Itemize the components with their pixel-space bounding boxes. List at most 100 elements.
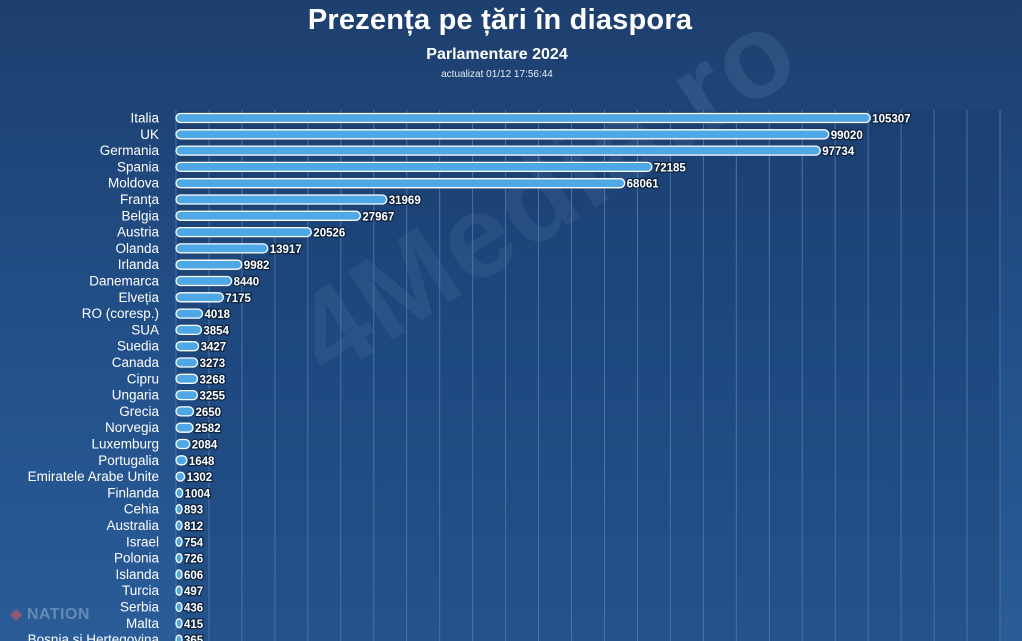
value-label: 2582 xyxy=(195,423,221,435)
value-label: 7175 xyxy=(225,293,251,305)
category-label: Australia xyxy=(106,518,159,533)
bar xyxy=(175,618,183,629)
category-label: Spania xyxy=(117,159,160,174)
bar xyxy=(175,210,362,221)
value-label: 105307 xyxy=(872,114,910,126)
chart-title: Prezența pe țări în diaspora xyxy=(307,4,693,36)
value-label: 72185 xyxy=(654,162,687,174)
value-label: 3854 xyxy=(203,325,229,337)
bar xyxy=(175,161,653,173)
category-label: Franța xyxy=(120,192,160,207)
bar xyxy=(175,292,224,303)
bar xyxy=(175,226,312,238)
value-label: 97734 xyxy=(822,146,855,158)
value-label: 1004 xyxy=(185,488,211,500)
logo-text: NATION xyxy=(26,606,90,623)
category-label: Luxemburg xyxy=(91,437,159,452)
category-label: Grecia xyxy=(119,404,159,419)
chart-subtitle: Parlamentare 2024 xyxy=(426,46,568,63)
value-label: 3255 xyxy=(199,391,225,403)
category-label: RO (coresp.) xyxy=(82,306,159,321)
category-label: Emiratele Arabe Unite xyxy=(28,469,159,484)
bar xyxy=(175,178,626,189)
category-label: Italia xyxy=(130,111,159,126)
category-label: Belgia xyxy=(121,208,159,223)
value-label: 893 xyxy=(184,505,203,517)
value-label: 812 xyxy=(184,521,203,533)
category-label: SUA xyxy=(131,322,159,337)
bar xyxy=(175,145,821,156)
bar xyxy=(175,634,183,641)
category-label: Malta xyxy=(126,616,160,631)
category-label: UK xyxy=(140,127,159,142)
value-label: 31969 xyxy=(389,195,421,207)
category-label: Portugalia xyxy=(98,453,159,468)
category-label: Cipru xyxy=(127,371,159,386)
value-label: 2650 xyxy=(195,407,221,419)
value-label: 3268 xyxy=(200,374,226,386)
category-label: Finlanda xyxy=(107,485,159,500)
value-label: 8440 xyxy=(234,277,260,289)
value-label: 726 xyxy=(184,554,203,566)
category-label: Austria xyxy=(117,225,160,240)
bar xyxy=(175,243,269,254)
category-label: Germania xyxy=(100,143,160,158)
value-label: 365 xyxy=(184,635,204,641)
category-label: Moldova xyxy=(108,176,160,191)
value-label: 2084 xyxy=(192,440,218,452)
bar xyxy=(175,259,243,270)
category-label: Irlanda xyxy=(118,257,160,272)
value-label: 754 xyxy=(184,537,204,549)
category-label: Canada xyxy=(112,355,160,370)
value-label: 4018 xyxy=(204,309,230,321)
bar xyxy=(175,471,186,482)
value-label: 1648 xyxy=(189,456,215,468)
value-label: 20526 xyxy=(313,228,345,240)
value-label: 497 xyxy=(184,586,203,598)
logo-icon: ◆ xyxy=(10,606,23,623)
value-label: 606 xyxy=(184,570,203,582)
value-label: 68061 xyxy=(627,179,660,191)
bar xyxy=(175,520,183,531)
bar xyxy=(175,406,195,417)
category-label: Israel xyxy=(126,534,159,549)
category-label: Islanda xyxy=(115,567,159,582)
value-label: 9982 xyxy=(244,260,270,272)
category-label: Turcia xyxy=(122,583,159,598)
bar xyxy=(175,308,204,319)
bar xyxy=(175,112,871,124)
value-label: 1302 xyxy=(187,472,213,484)
bar xyxy=(175,129,830,140)
category-label: Serbia xyxy=(120,600,160,615)
bar xyxy=(175,389,199,401)
category-label: Bosnia și Herțegovina xyxy=(28,632,160,641)
value-label: 99020 xyxy=(831,130,863,142)
value-label: 3427 xyxy=(201,342,227,354)
bar xyxy=(175,422,194,433)
bar xyxy=(175,438,191,450)
bar xyxy=(175,357,199,368)
bar xyxy=(175,569,183,580)
bar xyxy=(175,585,183,596)
update-timestamp: actualizat 01/12 17:56:44 xyxy=(441,69,553,80)
value-label: 13917 xyxy=(270,244,302,256)
plot-area xyxy=(176,110,1000,641)
bar xyxy=(175,275,233,287)
category-label: Olanda xyxy=(115,241,159,256)
bar xyxy=(175,324,203,336)
value-label: 415 xyxy=(184,619,204,631)
bar xyxy=(175,504,183,515)
bar xyxy=(175,487,184,499)
category-label: Norvegia xyxy=(105,420,160,435)
value-label: 436 xyxy=(184,603,203,615)
bar xyxy=(175,536,183,547)
category-label: Elveția xyxy=(118,290,159,305)
category-label: Cehia xyxy=(124,502,160,517)
category-label: Polonia xyxy=(114,551,160,566)
bar xyxy=(175,194,388,205)
bar xyxy=(175,552,183,564)
value-label: 27967 xyxy=(362,211,394,223)
value-label: 3273 xyxy=(200,358,226,370)
category-label: Danemarca xyxy=(89,274,159,289)
bar xyxy=(175,341,200,352)
